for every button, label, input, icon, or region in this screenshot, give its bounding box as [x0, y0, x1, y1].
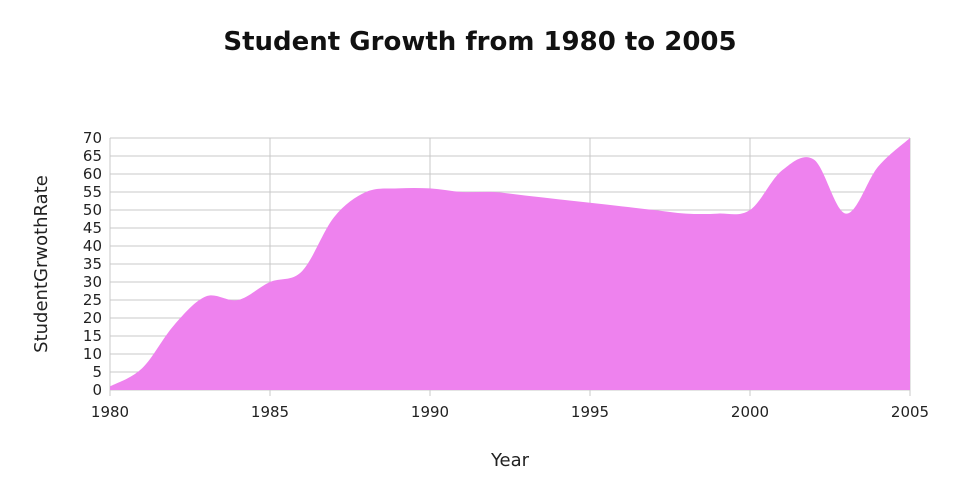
chart-title: Student Growth from 1980 to 2005	[223, 27, 736, 57]
x-axis-ticks: 1980 1985 1990 1995 2000 2005	[91, 403, 929, 421]
y-tick-label: 20	[83, 309, 102, 327]
x-tick-label: 1980	[91, 403, 129, 421]
y-tick-label: 55	[83, 183, 102, 201]
y-axis-label: StudentGrwothRate	[31, 175, 52, 353]
area-fill	[110, 138, 910, 390]
y-tick-label: 40	[83, 237, 102, 255]
y-tick-label: 45	[83, 219, 102, 237]
y-tick-label: 0	[92, 381, 102, 399]
y-tick-label: 35	[83, 255, 102, 273]
x-tick-label: 1990	[411, 403, 449, 421]
x-tick-label: 1985	[251, 403, 289, 421]
y-tick-label: 70	[83, 129, 102, 147]
x-tick-label: 1995	[571, 403, 609, 421]
x-axis-label: Year	[490, 450, 530, 471]
y-tick-label: 15	[83, 327, 102, 345]
x-tick-label: 2000	[731, 403, 769, 421]
y-tick-label: 60	[83, 165, 102, 183]
y-tick-label: 10	[83, 345, 102, 363]
y-tick-label: 5	[92, 363, 102, 381]
y-tick-label: 25	[83, 291, 102, 309]
x-tick-label: 2005	[891, 403, 929, 421]
y-tick-label: 65	[83, 147, 102, 165]
y-tick-label: 50	[83, 201, 102, 219]
y-tick-label: 30	[83, 273, 102, 291]
area-series	[110, 138, 910, 390]
